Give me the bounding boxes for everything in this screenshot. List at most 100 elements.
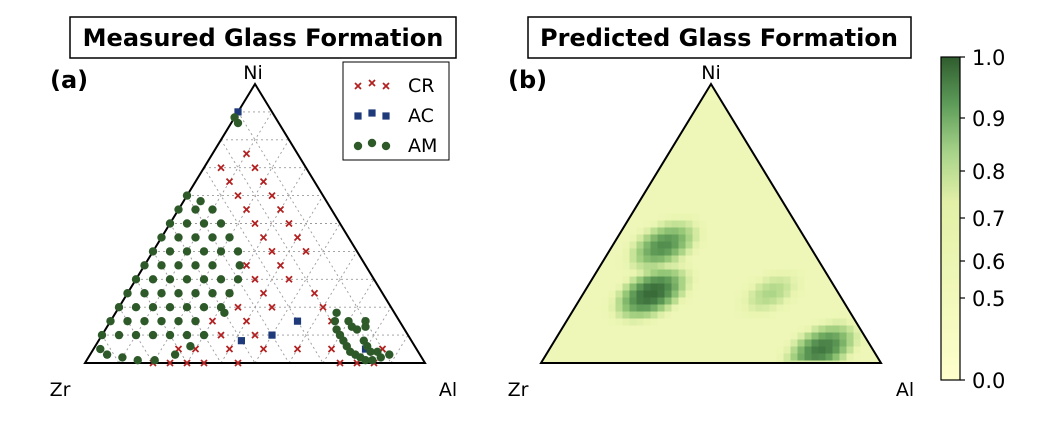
legend-marker-am: [353, 141, 363, 151]
data-point-am: [191, 289, 200, 298]
data-point-am: [225, 289, 234, 298]
data-point-am: [165, 275, 175, 284]
data-point-am: [150, 356, 159, 365]
data-point-am: [174, 205, 183, 214]
legend-marker-cr: [382, 82, 390, 90]
legend-label-am: AM: [408, 135, 437, 157]
data-point-am: [199, 247, 209, 256]
data-point-am: [131, 330, 141, 340]
data-point-am: [140, 316, 149, 326]
data-point-am: [148, 330, 158, 340]
data-point-cr: [276, 205, 285, 214]
data-point-am: [114, 330, 124, 340]
data-point-am: [208, 233, 217, 242]
data-point-am: [174, 233, 183, 242]
data-point-cr: [225, 345, 234, 353]
data-point-cr: [217, 331, 225, 339]
data-point-am: [220, 308, 229, 317]
data-point-cr: [183, 359, 191, 367]
data-point-am: [165, 247, 175, 256]
data-point-am: [102, 350, 112, 359]
data-point-am: [157, 289, 166, 298]
data-point-cr: [268, 191, 276, 200]
panel-label-a: (a): [50, 66, 88, 94]
vertex-left-label-a: Zr: [50, 379, 71, 401]
data-point-am: [133, 356, 142, 365]
data-point-cr: [251, 219, 259, 228]
legend-marker-ac: [354, 112, 362, 120]
data-point-cr: [259, 289, 268, 297]
data-point-cr: [242, 150, 251, 158]
data-point-am: [330, 316, 340, 326]
data-point-am: [235, 261, 244, 270]
legend-label-cr: CR: [408, 75, 434, 97]
data-point-am: [131, 275, 141, 284]
legend-label-ac: AC: [408, 105, 434, 127]
data-point-am: [165, 303, 175, 312]
data-point-am: [157, 233, 166, 242]
legend-marker-am: [381, 141, 391, 151]
data-point-am: [233, 275, 243, 284]
data-point-am: [140, 289, 149, 298]
grid-line: [220, 139, 358, 364]
data-point-am: [373, 347, 382, 357]
grid-line: [101, 334, 120, 364]
data-point-cr: [242, 205, 251, 214]
data-point-am: [199, 219, 209, 228]
data-point-am: [368, 356, 377, 365]
data-point-am: [208, 205, 217, 214]
chart-title-a: Measured Glass Formation: [83, 24, 444, 52]
grid-line: [254, 223, 341, 364]
vertex-left-label-b: Zr: [508, 379, 529, 401]
data-point-am: [182, 303, 192, 312]
data-point-am: [199, 303, 209, 312]
data-point-cr: [166, 359, 174, 367]
colorbar-tick-label-0-8: 0.8: [972, 160, 1005, 184]
data-point-cr: [234, 303, 242, 311]
data-point-am: [174, 261, 183, 270]
data-point-am: [366, 347, 375, 357]
data-point-am: [165, 219, 175, 228]
points-a: [96, 108, 394, 367]
data-point-am: [123, 289, 132, 298]
data-point-cr: [276, 261, 285, 269]
title-box-a: [69, 16, 457, 59]
data-point-am: [131, 303, 141, 312]
data-point-cr: [251, 164, 259, 172]
data-point-am: [114, 303, 124, 312]
triangle-outline-b: [539, 82, 883, 364]
data-point-am: [233, 247, 243, 256]
data-point-am: [199, 330, 209, 340]
data-point-am: [182, 275, 192, 284]
data-point-am: [140, 261, 149, 270]
data-point-ac: [293, 317, 302, 325]
vertex-right-label-a: Al: [439, 379, 457, 401]
vertex-top-label-a: Ni: [243, 62, 263, 84]
data-point-am: [96, 344, 105, 354]
data-point-cr: [285, 219, 293, 228]
colorbar-tick-label-0-9: 0.9: [972, 107, 1005, 131]
data-point-ac: [268, 331, 276, 339]
data-point-cr: [302, 247, 310, 256]
grid-line: [186, 167, 307, 364]
colorbar-tick-label-0-6: 0.6: [972, 250, 1005, 274]
data-point-am: [182, 247, 192, 256]
data-point-am: [165, 330, 175, 340]
chart-title-b: Predicted Glass Formation: [540, 24, 898, 52]
data-point-cr: [259, 345, 268, 353]
data-point-am: [191, 316, 200, 326]
data-point-am: [97, 330, 107, 340]
colorbar-gradient: [940, 56, 961, 381]
panel-b: Predicted Glass Formation (b) Ni Zr Al: [508, 16, 914, 401]
data-point-cr: [319, 303, 327, 311]
grid-line: [118, 306, 154, 364]
data-point-cr: [310, 289, 319, 297]
data-point-am: [182, 330, 192, 340]
data-point-cr: [251, 275, 259, 283]
legend-marker-am: [367, 138, 377, 148]
data-point-am: [361, 316, 370, 326]
data-point-cr: [293, 345, 302, 353]
grid-line: [356, 306, 392, 364]
data-point-am: [216, 275, 226, 284]
data-point-cr: [225, 178, 234, 186]
